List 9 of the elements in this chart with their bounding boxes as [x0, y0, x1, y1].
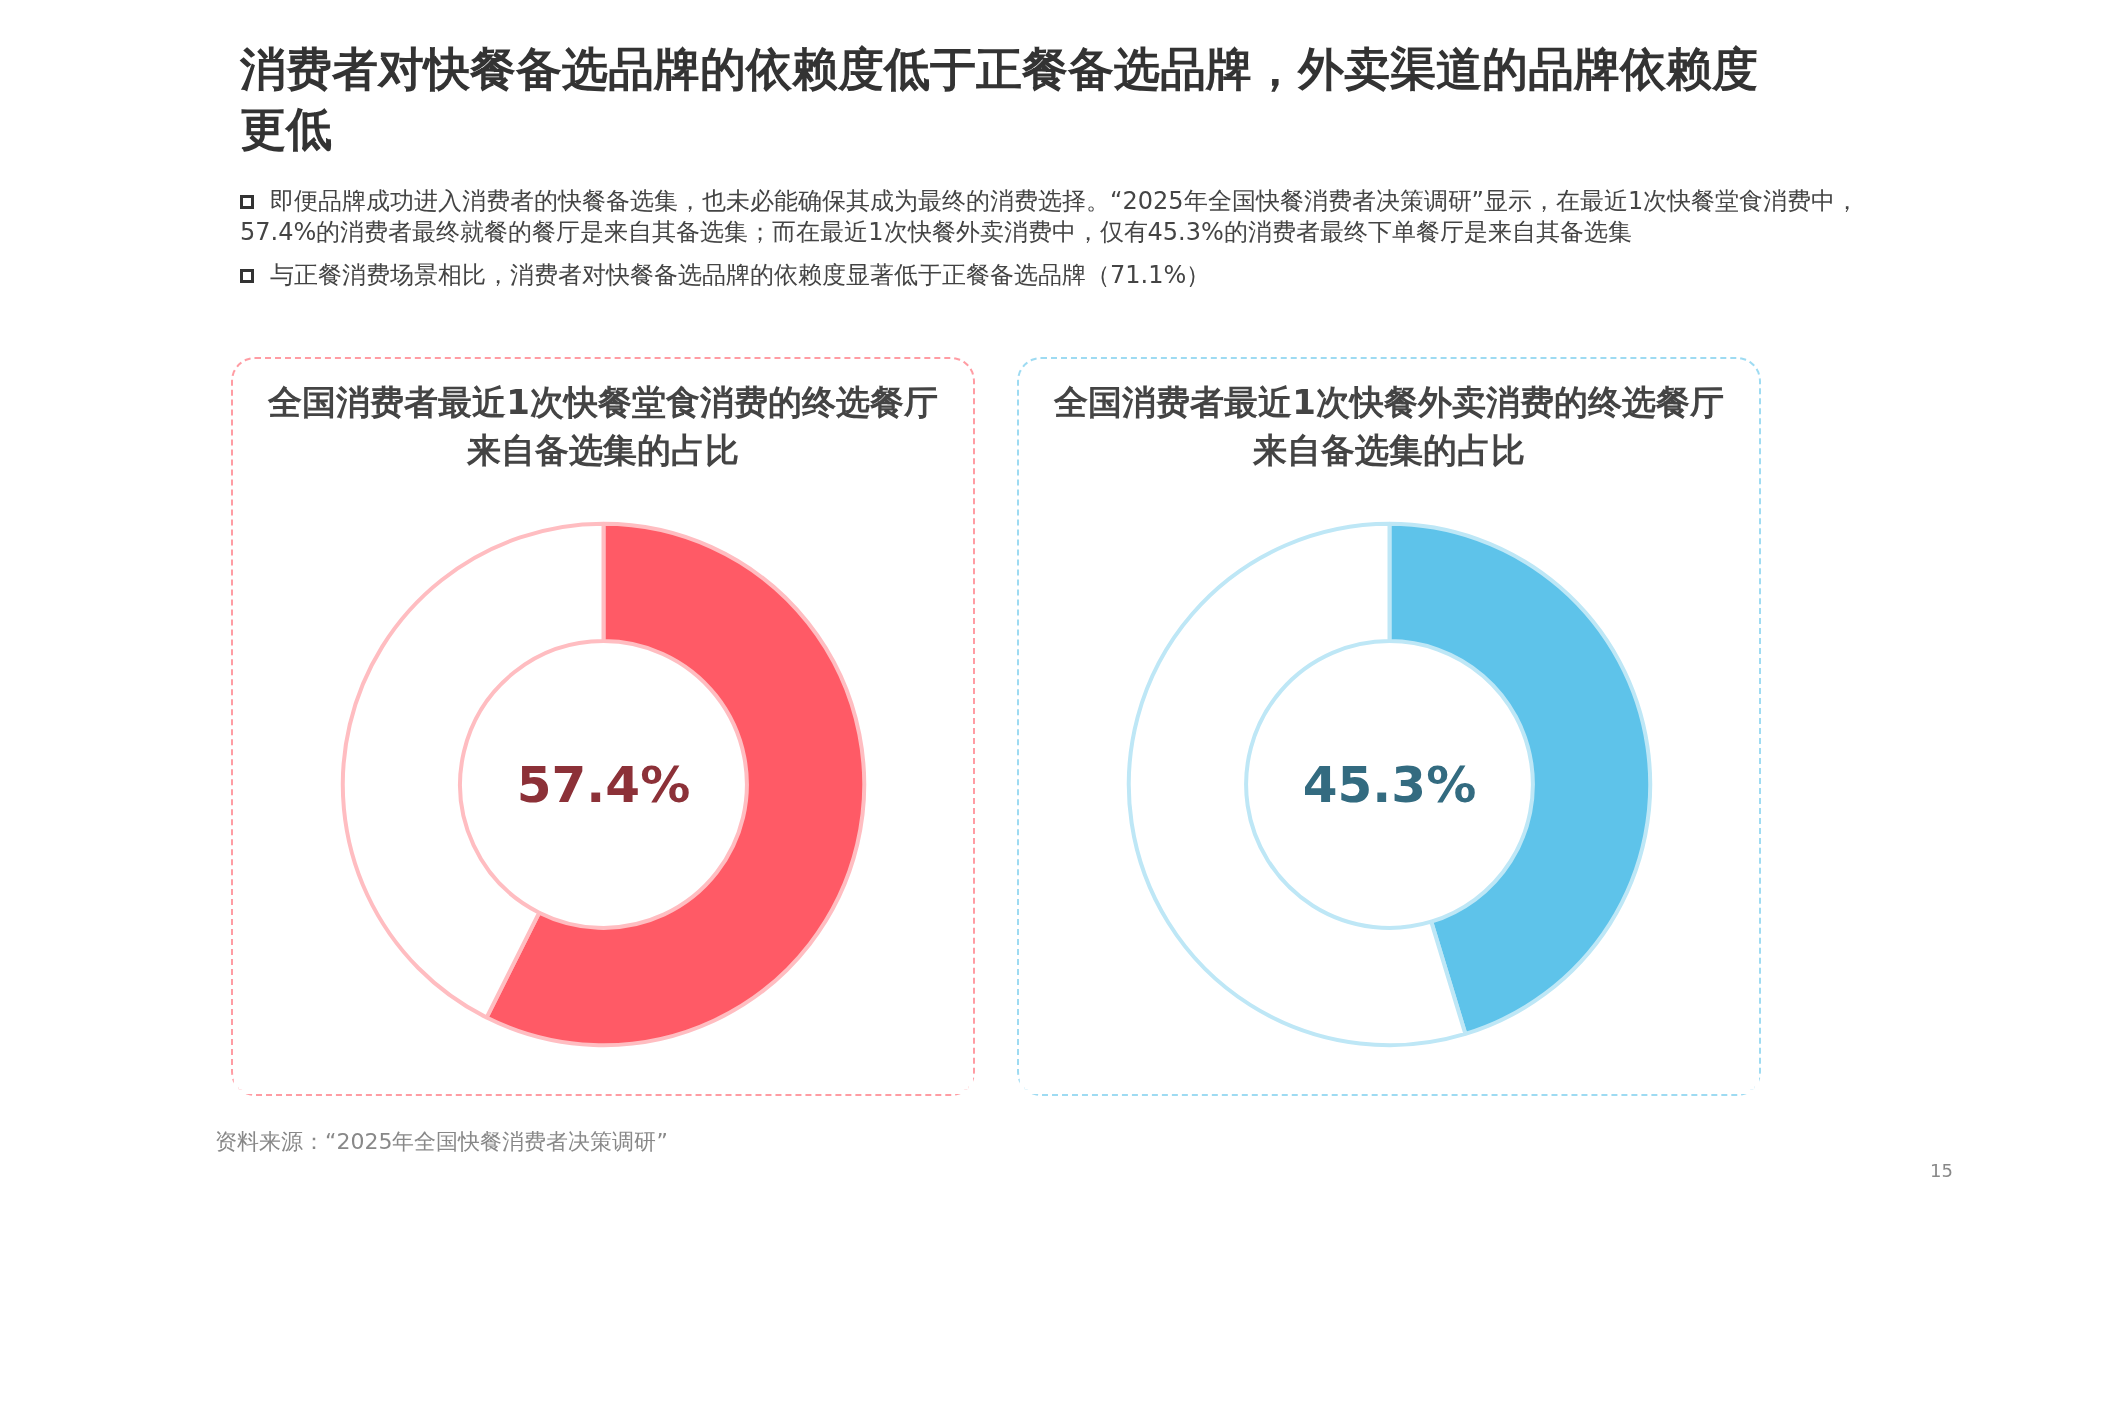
chart-title: 全国消费者最近1次快餐堂食消费的终选餐厅来自备选集的占比: [267, 381, 939, 472]
chart-title: 全国消费者最近1次快餐外卖消费的终选餐厅来自备选集的占比: [1053, 381, 1725, 472]
text: 与正餐消费场景相比，消费者对快餐备选品牌的依赖度显著低于正餐备选品牌（71.1%）: [269, 259, 1211, 291]
text: 资料来源：“2025年全国快餐消费者决策调研”: [215, 1128, 668, 1157]
text: 15: [1930, 1158, 1953, 1183]
data-label: 45.3%: [1302, 755, 1477, 814]
data-label: 57.4%: [516, 755, 691, 814]
text: 消费者对快餐备选品牌的依赖度低于正餐备选品牌，外卖渠道的品牌依赖度更低: [240, 41, 1759, 158]
text: 即便品牌成功进入消费者的快餐备选集，也未必能确保其成为最终的消费选择。“2025年全国快餐消费者决策调研”显示，在最近1次快餐堂食消费中，57.4%的消费者最终就餐的餐厅是来自其备选集；而在最近1次快餐外卖消费中，仅有45.3%的消费者最终下单餐厅是来自其备选集: [240, 185, 1861, 248]
